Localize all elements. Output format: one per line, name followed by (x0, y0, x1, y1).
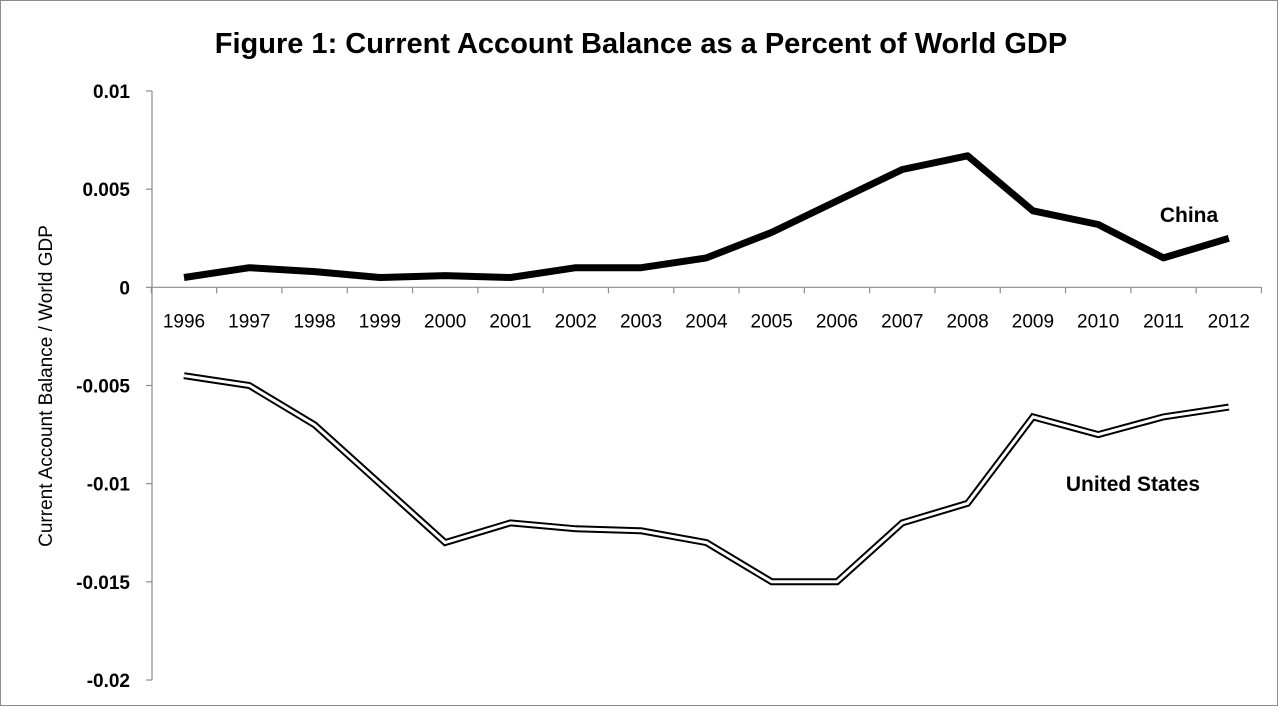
y-tick-label: -0.005 (76, 377, 130, 398)
x-tick-label: 2011 (1143, 311, 1184, 332)
x-tick-label: 2006 (816, 311, 858, 332)
x-tick-label: 2012 (1208, 311, 1250, 332)
y-tick-label: 0.01 (93, 82, 130, 103)
x-tick-label: 1999 (359, 311, 401, 332)
series-lines (183, 152, 1230, 586)
x-tick-label: 2005 (751, 311, 793, 332)
x-tick-label: 2001 (489, 311, 531, 332)
series-label-china: China (1160, 204, 1219, 227)
y-tick-label: -0.015 (76, 573, 130, 594)
x-tick-label: 2002 (555, 311, 597, 332)
series-line-united-states-inner (183, 374, 1230, 584)
x-tick-label: 2009 (1012, 311, 1054, 332)
y-tick-label: -0.01 (87, 475, 131, 496)
x-tick-label: 2008 (946, 311, 988, 332)
series-labels: China United States (1066, 204, 1219, 496)
x-tick-label: 1998 (293, 311, 335, 332)
axes: 0.01 0.005 0 -0.005 -0.01 -0.015 -0.02 1996 1997… (76, 82, 1263, 692)
series-line-china (183, 152, 1230, 281)
x-tick-label: 2010 (1077, 311, 1119, 332)
chart-title: Figure 1: Current Account Balance as a P… (215, 28, 1067, 60)
y-tick-label: 0 (119, 278, 130, 299)
x-tick-label: 2000 (424, 311, 466, 332)
series-label-united-states: United States (1066, 473, 1200, 496)
x-tick-label: 1997 (228, 311, 270, 332)
y-tick-label: -0.02 (87, 671, 130, 692)
y-tick-label: 0.005 (82, 180, 130, 201)
x-tick-label: 1996 (163, 311, 205, 332)
x-tick-label: 2007 (881, 311, 923, 332)
x-tick-label: 2004 (685, 311, 728, 332)
x-tick-label: 2003 (620, 311, 662, 332)
y-axis-title: Current Account Balance / World GDP (36, 225, 57, 547)
